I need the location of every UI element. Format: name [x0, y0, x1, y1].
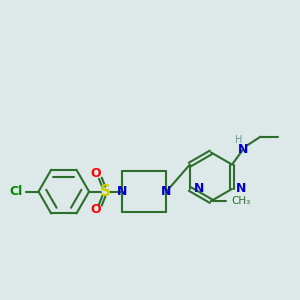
- Text: O: O: [90, 167, 101, 180]
- Text: H: H: [235, 135, 243, 145]
- Text: N: N: [238, 142, 248, 156]
- Text: O: O: [90, 203, 101, 216]
- Text: N: N: [236, 182, 246, 195]
- Text: Cl: Cl: [9, 185, 22, 198]
- Text: N: N: [194, 182, 204, 195]
- Text: N: N: [117, 185, 127, 198]
- Text: N: N: [161, 185, 172, 198]
- Text: S: S: [100, 184, 111, 199]
- Text: CH₃: CH₃: [231, 196, 250, 206]
